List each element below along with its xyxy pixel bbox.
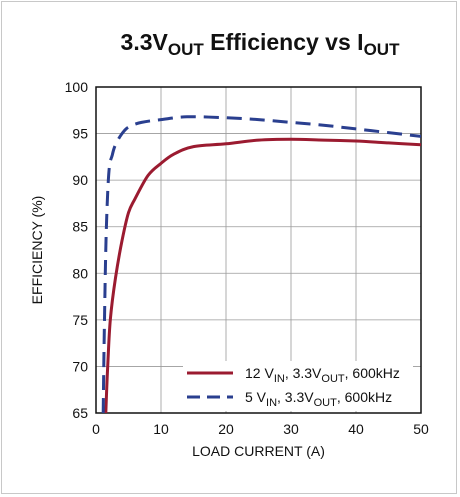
x-tick-label: 30 — [283, 421, 299, 437]
series-lines — [101, 115, 421, 413]
y-tick-label: 70 — [72, 358, 88, 374]
legend-label-part: IN — [274, 373, 285, 385]
y-axis-ticks: 65 70 75 80 85 90 95 100 — [65, 79, 89, 421]
x-tick-label: 10 — [153, 421, 169, 437]
title-part: Efficiency vs I — [204, 29, 364, 55]
series-line-0 — [104, 137, 421, 413]
legend-label-part: OUT — [314, 397, 338, 409]
plot-area — [95, 86, 422, 414]
series-line-1 — [101, 115, 421, 413]
x-tick-label: 0 — [92, 421, 100, 437]
legend-label-part: , 3.3V — [285, 365, 322, 381]
legend-label-part: , 600kHz — [345, 365, 400, 381]
y-tick-label: 80 — [72, 265, 88, 281]
legend-label-1: 5 VIN, 3.3VOUT, 600kHz — [245, 389, 392, 409]
x-axis-label: LOAD CURRENT (A) — [192, 443, 325, 459]
y-tick-label: 95 — [72, 126, 88, 142]
legend-background — [183, 361, 413, 411]
title-part: OUT — [364, 40, 401, 59]
y-tick-label: 65 — [72, 405, 88, 421]
y-tick-label: 90 — [72, 172, 88, 188]
y-axis-label: EFFICIENCY (%) — [29, 196, 45, 305]
y-tick-label: 85 — [72, 219, 88, 235]
title-part: OUT — [168, 40, 205, 59]
x-axis-ticks: 0 10 20 30 40 50 — [92, 421, 429, 437]
legend-label-part: , 3.3V — [277, 389, 314, 405]
legend-label-part: , 600kHz — [337, 389, 392, 405]
x-tick-label: 40 — [348, 421, 364, 437]
x-tick-label: 20 — [218, 421, 234, 437]
x-tick-label: 50 — [413, 421, 429, 437]
legend-label-part: 12 V — [245, 365, 274, 381]
legend-label-part: IN — [266, 397, 277, 409]
legend-label-0: 12 VIN, 3.3VOUT, 600kHz — [245, 365, 400, 385]
y-tick-label: 75 — [72, 312, 88, 328]
legend-label-part: OUT — [321, 373, 345, 385]
y-tick-label: 100 — [65, 79, 89, 95]
legend-label-part: 5 V — [245, 389, 267, 405]
title-part: 3.3V — [121, 29, 169, 55]
chart-title: 3.3VOUT Efficiency vs IOUT — [121, 29, 401, 59]
